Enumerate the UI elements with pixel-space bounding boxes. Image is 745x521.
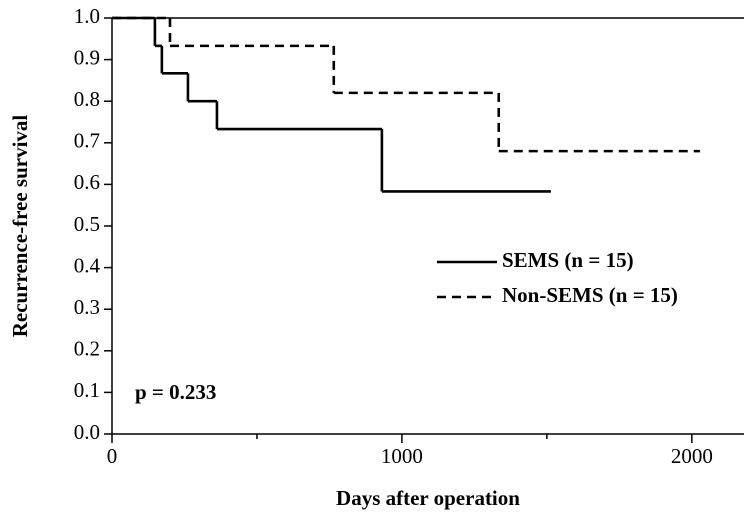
y-tick-label: 0.6 — [74, 170, 100, 194]
y-tick-label: 0.5 — [74, 212, 100, 236]
y-tick-label: 0.4 — [74, 253, 101, 277]
legend-label: Non-SEMS (n = 15) — [502, 283, 678, 307]
y-axis-label: Recurrence-free survival — [8, 115, 32, 338]
x-axis-label: Days after operation — [336, 486, 520, 510]
x-tick-label: 0 — [107, 444, 118, 468]
y-tick-label: 1.0 — [74, 4, 100, 28]
y-tick-label: 0.8 — [74, 87, 100, 111]
y-tick-label: 0.7 — [74, 129, 100, 153]
annotation: p = 0.233 — [135, 380, 216, 404]
y-tick-label: 0.3 — [74, 295, 100, 319]
y-tick-label: 0.0 — [74, 420, 100, 444]
legend-label: SEMS (n = 15) — [502, 248, 634, 272]
y-tick-label: 0.9 — [74, 45, 100, 69]
y-tick-label: 0.1 — [74, 378, 100, 402]
x-tick-label: 1000 — [381, 444, 423, 468]
x-tick-label: 2000 — [671, 444, 713, 468]
y-tick-label: 0.2 — [74, 337, 100, 361]
